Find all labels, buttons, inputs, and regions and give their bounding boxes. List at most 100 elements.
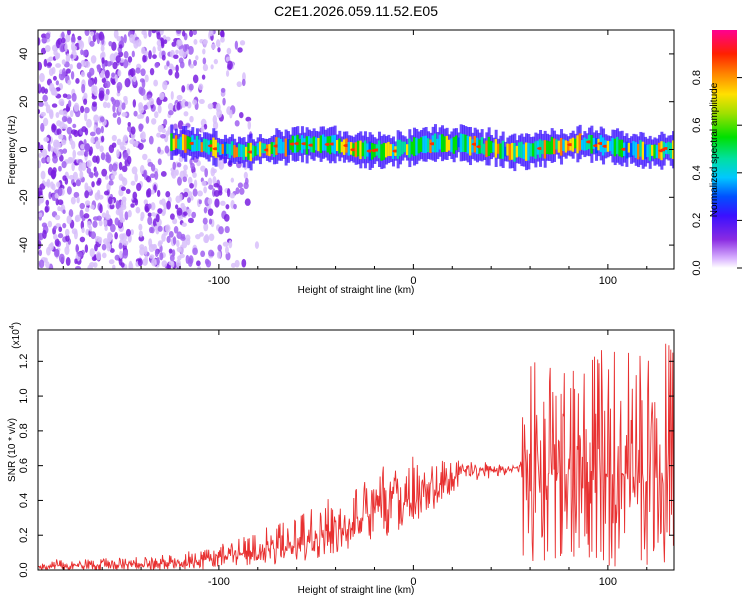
band-core-cell — [613, 138, 617, 157]
noise-cell — [138, 230, 143, 238]
noise-cell — [44, 101, 49, 107]
noise-cell — [42, 94, 48, 102]
noise-cell — [113, 30, 119, 39]
noise-cell — [171, 261, 175, 268]
band-core-cell — [637, 143, 641, 160]
noise-cell — [217, 244, 223, 252]
noise-cell — [223, 213, 230, 222]
noise-cell — [168, 230, 174, 238]
noise-cell — [224, 225, 230, 234]
noise-cell — [134, 172, 138, 183]
noise-cell — [149, 254, 155, 260]
noise-cell — [127, 121, 131, 127]
noise-cell — [123, 51, 129, 59]
noise-cell — [40, 122, 45, 132]
noise-cell — [128, 260, 133, 269]
noise-cell — [200, 165, 206, 172]
noise-cell — [130, 229, 134, 236]
noise-cell — [187, 217, 194, 224]
noise-cell — [120, 146, 127, 151]
noise-cell — [166, 235, 171, 244]
noise-cell — [192, 171, 197, 178]
noise-cell — [122, 135, 128, 142]
noise-cell — [83, 98, 88, 105]
noise-cell — [106, 243, 112, 252]
noise-cell — [212, 176, 217, 186]
noise-cell — [202, 63, 209, 72]
noise-cell — [203, 235, 209, 244]
noise-cell — [163, 118, 168, 126]
band-core-cell — [419, 137, 423, 152]
noise-cell — [139, 247, 145, 256]
noise-cell — [38, 212, 43, 218]
noise-cell — [222, 97, 226, 106]
noise-cell — [192, 247, 198, 256]
noise-cell — [95, 251, 102, 261]
noise-cell — [233, 203, 237, 210]
noise-cell — [38, 152, 42, 158]
band-core-cell — [450, 138, 454, 153]
noise-cell — [149, 67, 155, 76]
noise-cell — [188, 83, 194, 91]
noise-cell — [143, 32, 148, 39]
noise-cell — [42, 229, 47, 240]
band-core-cell — [525, 142, 529, 161]
band-core-cell — [207, 140, 211, 155]
noise-cell — [245, 116, 252, 122]
band-core-cell — [625, 141, 629, 159]
noise-cell — [109, 53, 116, 62]
colorbar-tick-label: 0.6 — [691, 118, 703, 133]
noise-cell — [151, 212, 156, 217]
snr-x-ticks: -100 0 100 — [62, 330, 648, 588]
noise-cell — [66, 30, 71, 36]
band-core-cell — [429, 139, 433, 154]
noise-cell — [186, 208, 192, 214]
band-core-cell — [422, 136, 426, 154]
noise-cell — [214, 198, 220, 208]
noise-cell — [178, 57, 184, 64]
noise-cell — [101, 252, 107, 259]
noise-cell — [95, 140, 101, 150]
noise-cell — [160, 133, 166, 139]
noise-cell — [114, 74, 118, 83]
noise-cell — [247, 120, 252, 130]
band-core-cell — [361, 142, 365, 157]
noise-cell — [138, 104, 145, 114]
noise-cell — [138, 223, 143, 231]
noise-cell — [193, 59, 197, 67]
noise-cell — [183, 211, 188, 216]
figure-title: C2E1.2026.059.11.52.E05 — [274, 3, 438, 19]
noise-cell — [57, 233, 64, 239]
band-core-cell — [627, 142, 631, 153]
noise-cell — [77, 251, 83, 257]
noise-cell — [139, 164, 145, 175]
band-core-cell — [333, 135, 337, 154]
band-core-cell — [359, 140, 363, 160]
noise-cell — [80, 149, 85, 156]
snr-y-tick-label: 1.2 — [18, 354, 30, 369]
band-core-cell — [578, 133, 582, 151]
noise-cell — [86, 118, 92, 128]
band-core-cell — [405, 144, 409, 156]
noise-cell — [38, 109, 41, 115]
noise-cell — [48, 191, 52, 200]
snr-x-tick-label: 100 — [599, 576, 617, 588]
noise-cell — [65, 33, 71, 43]
noise-cell — [130, 180, 136, 186]
noise-cell — [226, 47, 232, 55]
noise-cell — [200, 125, 205, 133]
noise-cell — [86, 159, 92, 168]
noise-cell — [51, 66, 56, 75]
noise-cell — [55, 112, 60, 119]
noise-cell — [160, 171, 167, 177]
noise-cell — [254, 241, 260, 249]
band-core-cell — [546, 140, 550, 155]
noise-cell — [158, 240, 164, 245]
noise-cell — [189, 64, 195, 69]
noise-cell — [89, 131, 96, 137]
noise-cell — [108, 259, 115, 265]
noise-cell — [218, 190, 223, 196]
band-core-cell — [286, 139, 290, 155]
noise-cell — [61, 160, 67, 169]
noise-cell — [100, 44, 105, 52]
